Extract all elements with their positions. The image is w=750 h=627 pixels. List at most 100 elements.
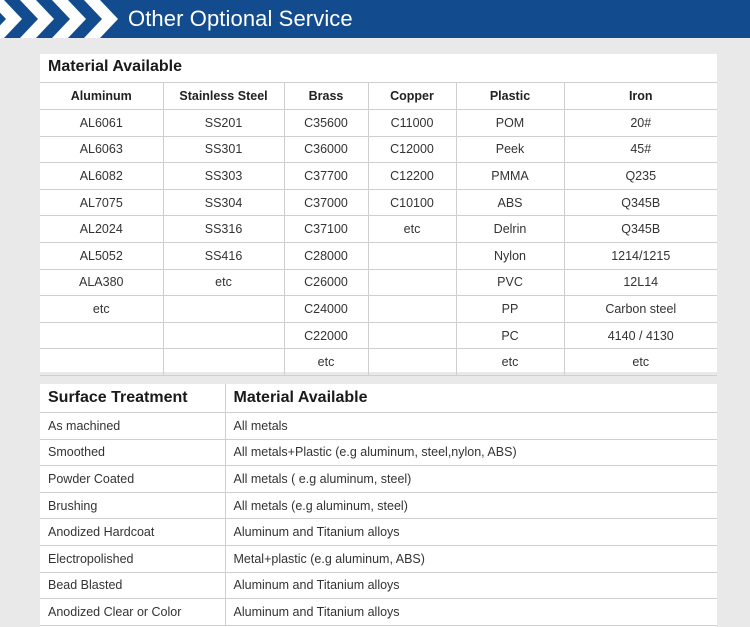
table-cell: Carbon steel bbox=[563, 295, 717, 323]
table-cell: Aluminum and Titanium alloys bbox=[224, 598, 717, 626]
table-cell: Aluminum and Titanium alloys bbox=[224, 518, 717, 546]
table-cell: Brushing bbox=[40, 491, 226, 520]
table-cell bbox=[367, 241, 457, 270]
surface-row: Smoothed All metals+Plastic (e.g aluminum… bbox=[40, 438, 717, 467]
material-table: Aluminum Stainless Steel Brass Copper Pl… bbox=[40, 82, 717, 376]
table-cell: 12L14 bbox=[563, 268, 717, 297]
chevron-3 bbox=[52, 0, 86, 38]
material-row: AL6082 SS303 C37700 C12200 PMMA Q235 bbox=[40, 162, 717, 190]
material-table-title: Material Available bbox=[48, 58, 182, 75]
table-cell: All metals bbox=[224, 412, 717, 440]
table-cell: C37100 bbox=[283, 215, 369, 243]
material-row: etc etc etc bbox=[40, 348, 717, 376]
chevron-arrows-icon bbox=[0, 0, 118, 38]
column-header-copper: Copper bbox=[367, 82, 457, 110]
table-cell bbox=[367, 321, 457, 350]
material-row: AL7075 SS304 C37000 C10100 ABS Q345B bbox=[40, 188, 717, 217]
material-row: AL5052 SS416 C28000 Nylon 1214/1215 bbox=[40, 241, 717, 270]
material-row: AL2024 SS316 C37100 etc Delrin Q345B bbox=[40, 215, 717, 243]
table-cell: etc bbox=[40, 295, 164, 323]
table-cell: Anodized Hardcoat bbox=[40, 518, 226, 546]
surface-row: Bead Blasted Aluminum and Titanium alloys bbox=[40, 571, 717, 600]
material-panel: Material Available Aluminum Stainless St… bbox=[40, 54, 717, 376]
chevron-2 bbox=[20, 0, 54, 38]
chevron-4 bbox=[84, 0, 118, 38]
table-cell bbox=[162, 321, 285, 350]
surface-panel: Surface Treatment Material Available As … bbox=[40, 384, 717, 627]
column-header-material-available: Material Available bbox=[224, 384, 717, 413]
surface-treatment-table: Surface Treatment Material Available As … bbox=[40, 384, 717, 626]
table-cell: Aluminum and Titanium alloys bbox=[224, 571, 717, 600]
column-header-brass: Brass bbox=[283, 82, 369, 110]
table-cell: AL5052 bbox=[40, 241, 164, 270]
material-header-row: Aluminum Stainless Steel Brass Copper Pl… bbox=[40, 82, 717, 110]
material-row: etc C24000 PP Carbon steel bbox=[40, 295, 717, 323]
table-cell: C36000 bbox=[283, 135, 369, 164]
column-header-aluminum: Aluminum bbox=[40, 82, 164, 110]
table-cell: AL6082 bbox=[40, 162, 164, 190]
table-cell: C24000 bbox=[283, 295, 369, 323]
table-cell: Q345B bbox=[563, 188, 717, 217]
table-cell: C12200 bbox=[367, 162, 457, 190]
table-cell: C11000 bbox=[367, 109, 457, 137]
table-cell: As machined bbox=[40, 412, 226, 440]
surface-header-row: Surface Treatment Material Available bbox=[40, 384, 717, 413]
table-cell: ABS bbox=[455, 188, 565, 217]
table-cell: Anodized Clear or Color bbox=[40, 598, 226, 626]
table-cell: SS416 bbox=[162, 241, 285, 270]
table-cell: PVC bbox=[455, 268, 565, 297]
table-cell: Electropolished bbox=[40, 544, 226, 573]
table-cell: Smoothed bbox=[40, 438, 226, 467]
table-cell: Peek bbox=[455, 135, 565, 164]
material-row: AL6063 SS301 C36000 C12000 Peek 45# bbox=[40, 135, 717, 164]
table-cell: etc bbox=[162, 268, 285, 297]
table-cell: All metals+Plastic (e.g aluminum, steel,… bbox=[224, 438, 717, 467]
table-cell: Q235 bbox=[563, 162, 717, 190]
table-cell: ALA380 bbox=[40, 268, 164, 297]
surface-row: Electropolished Metal+plastic (e.g alumin… bbox=[40, 544, 717, 573]
table-cell: 45# bbox=[563, 135, 717, 164]
table-cell: C28000 bbox=[283, 241, 369, 270]
chevron-1 bbox=[0, 0, 22, 38]
table-cell: SS304 bbox=[162, 188, 285, 217]
surface-row: Anodized Clear or Color Aluminum and Tita… bbox=[40, 598, 717, 626]
table-cell: All metals (e.g aluminum, steel) bbox=[224, 491, 717, 520]
surface-row: As machined All metals bbox=[40, 412, 717, 440]
table-cell: SS303 bbox=[162, 162, 285, 190]
table-cell: Metal+plastic (e.g aluminum, ABS) bbox=[224, 544, 717, 573]
column-header-iron: Iron bbox=[563, 82, 717, 110]
table-cell: etc bbox=[563, 348, 717, 376]
table-cell: C22000 bbox=[283, 321, 369, 350]
table-cell: Q345B bbox=[563, 215, 717, 243]
table-cell: All metals ( e.g aluminum, steel) bbox=[224, 465, 717, 493]
table-cell: Bead Blasted bbox=[40, 571, 226, 600]
page-title: Other Optional Service bbox=[128, 6, 353, 31]
table-cell: AL7075 bbox=[40, 188, 164, 217]
material-row: C22000 PC 4140 / 4130 bbox=[40, 321, 717, 350]
table-cell: C26000 bbox=[283, 268, 369, 297]
table-cell: AL6061 bbox=[40, 109, 164, 137]
table-cell: C37000 bbox=[283, 188, 369, 217]
table-cell: etc bbox=[283, 348, 369, 376]
table-cell: C37700 bbox=[283, 162, 369, 190]
table-cell bbox=[367, 295, 457, 323]
table-cell: Nylon bbox=[455, 241, 565, 270]
table-cell: etc bbox=[455, 348, 565, 376]
material-row: AL6061 SS201 C35600 C11000 POM 20# bbox=[40, 109, 717, 137]
table-cell: PMMA bbox=[455, 162, 565, 190]
table-cell: SS316 bbox=[162, 215, 285, 243]
column-header-stainless-steel: Stainless Steel bbox=[162, 82, 285, 110]
table-cell: SS301 bbox=[162, 135, 285, 164]
surface-row: Anodized Hardcoat Aluminum and Titanium a… bbox=[40, 518, 717, 546]
column-header-surface-treatment: Surface Treatment bbox=[40, 384, 226, 413]
table-cell bbox=[367, 348, 457, 376]
table-cell: 1214/1215 bbox=[563, 241, 717, 270]
surface-row: Powder Coated All metals ( e.g aluminum, … bbox=[40, 465, 717, 493]
table-cell bbox=[40, 348, 164, 376]
table-cell: Powder Coated bbox=[40, 465, 226, 493]
table-cell: C35600 bbox=[283, 109, 369, 137]
table-cell: C12000 bbox=[367, 135, 457, 164]
table-cell: PP bbox=[455, 295, 565, 323]
column-header-plastic: Plastic bbox=[455, 82, 565, 110]
table-cell: C10100 bbox=[367, 188, 457, 217]
